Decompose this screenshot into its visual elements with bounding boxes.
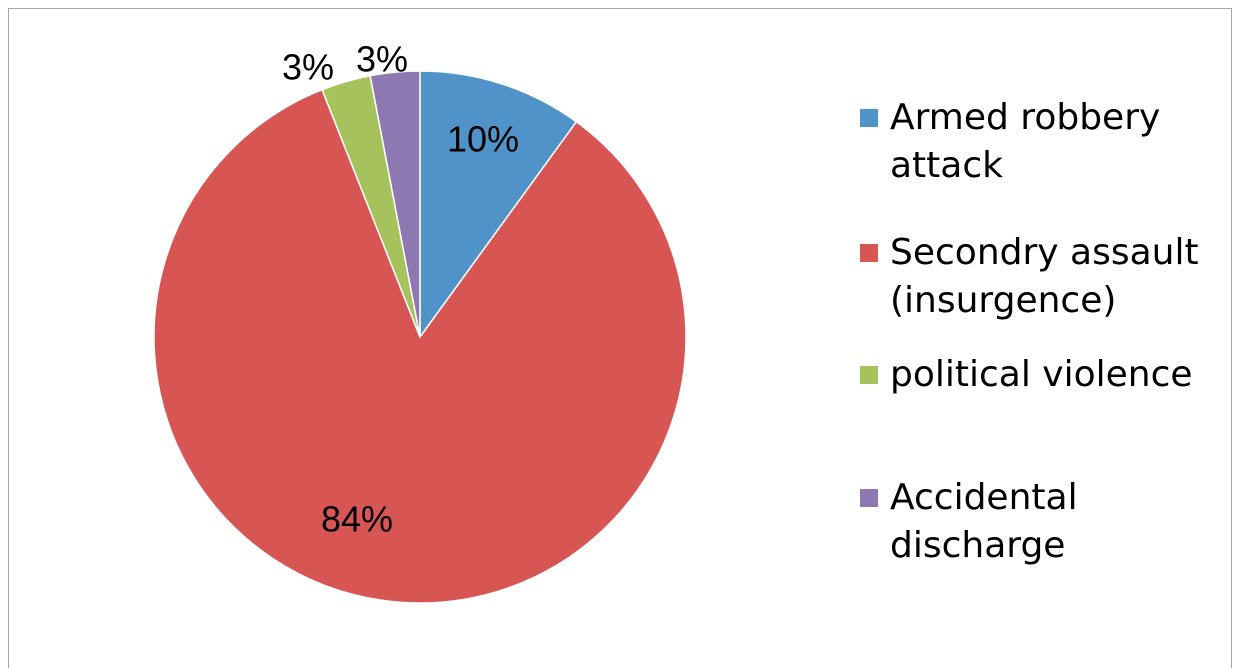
legend-label-line2: (insurgence) xyxy=(890,280,1117,321)
legend-label: political violence xyxy=(890,354,1193,395)
pie-slice-0 xyxy=(419,70,578,340)
legend-swatch xyxy=(860,244,878,262)
data-label-3: 3% xyxy=(356,39,408,80)
legend-label-line2: attack xyxy=(890,145,1003,186)
legend-swatch xyxy=(860,109,878,127)
legend-label: Secondry assault xyxy=(890,232,1199,273)
legend-swatch xyxy=(860,366,878,384)
legend-label-line2: discharge xyxy=(890,525,1066,566)
data-label-1: 84% xyxy=(321,499,393,540)
legend-item-armed-robbery: Armed robbery attack xyxy=(860,94,1210,190)
data-label-0: 10% xyxy=(447,119,519,160)
data-label-2: 3% xyxy=(282,47,334,88)
pie-slice-3 xyxy=(369,70,421,338)
pie-slice-1 xyxy=(153,88,687,604)
legend-label: Accidental xyxy=(890,477,1078,518)
legend-swatch xyxy=(860,489,878,507)
legend-label: Armed robbery xyxy=(890,97,1161,138)
legend-item-accidental-discharge: Accidental discharge xyxy=(860,474,1210,570)
legend-item-political-violence: political violence xyxy=(860,351,1210,399)
legend-item-secondry-assault: Secondry assault (insurgence) xyxy=(860,229,1210,325)
